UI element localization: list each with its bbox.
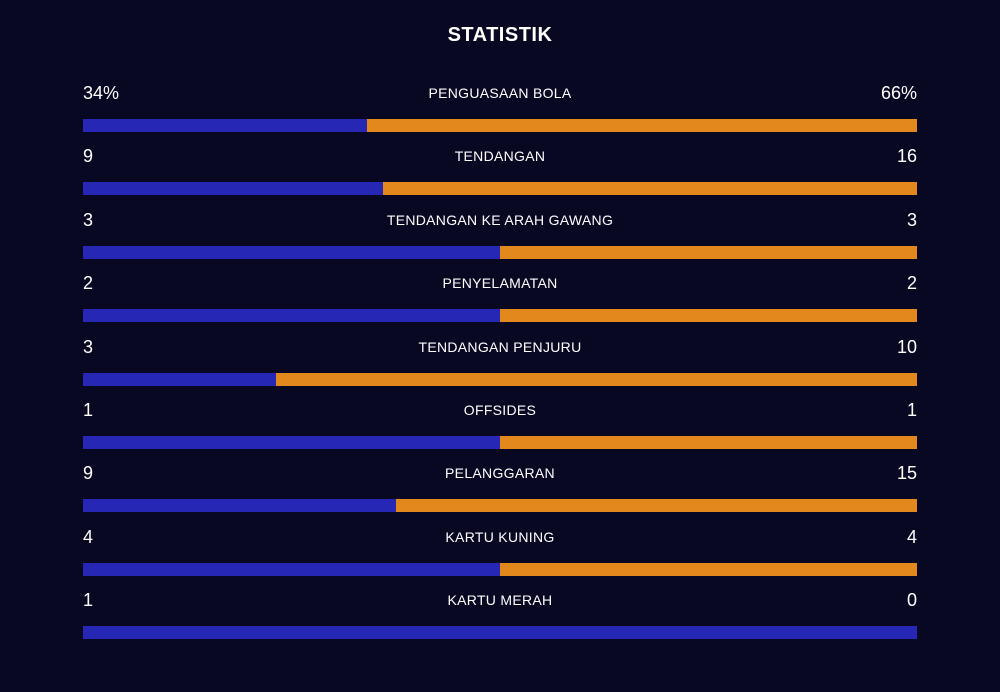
- stat-row-shots-on-target: 3 TENDANGAN KE ARAH GAWANG 3: [83, 207, 917, 270]
- stat-row-fouls: 9 PELANGGARAN 15: [83, 460, 917, 523]
- stat-label: KARTU KUNING: [445, 528, 555, 545]
- away-value: 10: [896, 336, 917, 357]
- home-value: 3: [83, 209, 94, 230]
- home-bar-fill: [83, 435, 500, 449]
- away-value: 16: [896, 146, 917, 167]
- comparison-bar: [83, 309, 917, 323]
- stats-title: STATISTIK: [447, 24, 553, 46]
- home-value: 1: [83, 399, 94, 420]
- stat-label: TENDANGAN PENJURU: [418, 338, 582, 355]
- home-bar-fill: [83, 119, 367, 132]
- home-value: 9: [83, 146, 94, 167]
- home-value: 2: [83, 273, 94, 294]
- away-value: 4: [906, 526, 917, 547]
- stat-label: OFFSIDES: [463, 401, 537, 418]
- comparison-bar: [83, 562, 917, 576]
- away-value: 66%: [880, 83, 917, 103]
- comparison-bar: [83, 372, 917, 386]
- home-bar-fill: [83, 499, 396, 513]
- comparison-bar: [83, 626, 917, 640]
- comparison-bar: [83, 245, 917, 259]
- stat-label: PENGUASAAN BOLA: [428, 85, 572, 101]
- stat-row-saves: 2 PENYELAMATAN 2: [83, 270, 917, 333]
- away-value: 2: [906, 273, 917, 294]
- home-bar-fill: [83, 372, 276, 386]
- home-bar-fill: [83, 245, 500, 259]
- home-value: 1: [83, 590, 94, 611]
- comparison-bar: [83, 435, 917, 449]
- stat-label: TENDANGAN: [454, 148, 546, 165]
- comparison-bar: [83, 119, 917, 132]
- home-bar-fill: [83, 309, 500, 323]
- away-value: 1: [906, 399, 917, 420]
- stat-row-red-cards: 1 KARTU MERAH 0: [83, 587, 917, 650]
- stat-row-possession: 34% PENGUASAAN BOLA 66%: [83, 80, 917, 143]
- stat-row-corners: 3 TENDANGAN PENJURU 10: [83, 334, 917, 397]
- home-value: 3: [83, 336, 94, 357]
- home-bar-fill: [83, 182, 384, 196]
- home-bar-fill: [83, 562, 500, 576]
- away-value: 3: [906, 209, 917, 230]
- home-value: 34%: [83, 83, 120, 103]
- comparison-bar: [83, 499, 917, 513]
- home-value: 4: [83, 526, 94, 547]
- away-value: 0: [906, 590, 917, 611]
- home-value: 9: [83, 463, 94, 484]
- stat-label: PENYELAMATAN: [442, 275, 558, 292]
- home-bar-fill: [83, 626, 917, 640]
- stat-label: KARTU MERAH: [447, 592, 553, 609]
- stat-row-offsides: 1 OFFSIDES 1: [83, 397, 917, 460]
- stat-label: PELANGGARAN: [445, 465, 555, 482]
- away-value: 15: [896, 463, 917, 484]
- stat-row-shots: 9 TENDANGAN 16: [83, 143, 917, 206]
- stat-row-yellow-cards: 4 KARTU KUNING 4: [83, 524, 917, 587]
- stat-label: TENDANGAN KE ARAH GAWANG: [386, 211, 614, 228]
- comparison-bar: [83, 182, 917, 196]
- stats-list: 34% PENGUASAAN BOLA 66% 9 TENDANGAN 16 3…: [83, 80, 917, 651]
